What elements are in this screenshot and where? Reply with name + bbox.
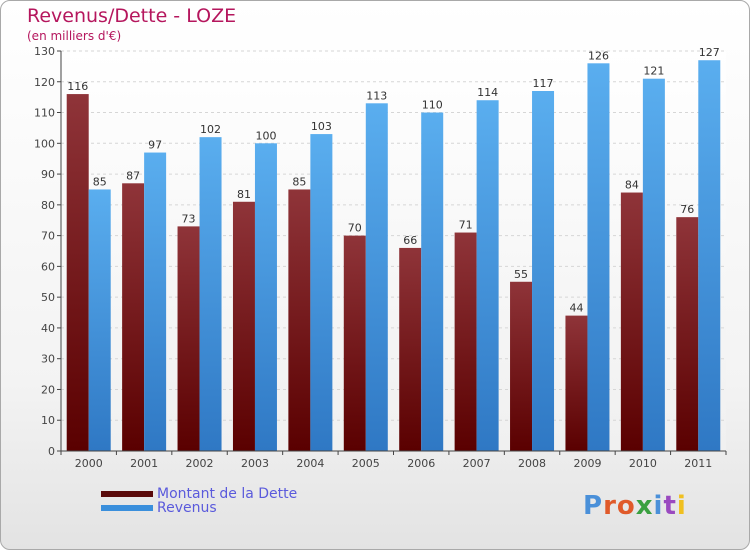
data-label: 110 xyxy=(422,99,443,112)
y-tick-label: 120 xyxy=(34,76,55,89)
data-label: 87 xyxy=(126,169,140,182)
data-label: 55 xyxy=(514,268,528,281)
x-tick-label: 2009 xyxy=(573,457,601,470)
x-tick-label: 2002 xyxy=(186,457,214,470)
data-label: 81 xyxy=(237,188,251,201)
data-label: 76 xyxy=(680,203,694,216)
x-tick-label: 2004 xyxy=(296,457,324,470)
x-tick-label: 2010 xyxy=(629,457,657,470)
logo-letter: r xyxy=(603,491,617,521)
y-tick-label: 10 xyxy=(41,414,55,427)
data-label: 70 xyxy=(348,222,362,235)
y-tick-label: 110 xyxy=(34,107,55,120)
bar-revenus xyxy=(199,137,222,451)
bar-revenus xyxy=(144,152,167,452)
bar-dette xyxy=(343,235,366,451)
legend-swatch-revenus xyxy=(101,505,153,511)
x-tick-label: 2001 xyxy=(130,457,158,470)
legend-item-revenus: Revenus xyxy=(101,501,297,515)
bar-dette xyxy=(288,189,311,451)
y-tick-label: 0 xyxy=(48,445,55,458)
x-tick-label: 2007 xyxy=(463,457,491,470)
logo-letter: i xyxy=(676,491,687,521)
data-label: 117 xyxy=(533,77,554,90)
x-tick-label: 2008 xyxy=(518,457,546,470)
data-label: 126 xyxy=(588,49,609,62)
bar-dette xyxy=(565,315,588,451)
x-tick-label: 2011 xyxy=(684,457,712,470)
logo-letter: o xyxy=(616,491,636,521)
data-label: 121 xyxy=(643,65,664,78)
y-tick-label: 60 xyxy=(41,260,55,273)
bar-dette xyxy=(122,183,145,452)
data-label: 73 xyxy=(182,212,196,225)
y-tick-label: 30 xyxy=(41,353,55,366)
bar-revenus xyxy=(476,100,499,451)
bar-revenus xyxy=(254,143,277,452)
bar-revenus xyxy=(532,91,555,451)
y-tick-label: 20 xyxy=(41,383,55,396)
data-label: 100 xyxy=(255,129,276,142)
y-tick-label: 70 xyxy=(41,230,55,243)
x-tick-label: 2006 xyxy=(407,457,435,470)
data-label: 103 xyxy=(311,120,332,133)
bar-revenus xyxy=(421,112,444,452)
y-tick-label: 40 xyxy=(41,322,55,335)
y-tick-label: 130 xyxy=(34,45,55,58)
chart-title: Revenus/Dette - LOZE xyxy=(27,5,237,27)
bar-revenus xyxy=(310,134,333,452)
data-label: 114 xyxy=(477,86,498,99)
bar-revenus xyxy=(365,103,388,452)
y-tick-label: 80 xyxy=(41,199,55,212)
chart-legend: Montant de la Dette Revenus xyxy=(101,487,297,515)
logo-letter: i xyxy=(653,491,664,521)
y-tick-label: 100 xyxy=(34,137,55,150)
bar-revenus xyxy=(88,189,111,451)
logo-letter: t xyxy=(663,491,677,521)
logo-letter: P xyxy=(583,491,604,521)
bar-dette xyxy=(66,94,89,452)
bar-revenus xyxy=(642,78,665,451)
data-label: 84 xyxy=(625,179,639,192)
logo-letter: x xyxy=(635,491,654,521)
x-tick-label: 2003 xyxy=(241,457,269,470)
legend-swatch-dette xyxy=(101,491,153,497)
legend-item-dette: Montant de la Dette xyxy=(101,487,297,501)
bar-dette xyxy=(676,217,699,451)
bar-revenus xyxy=(698,60,721,451)
bar-dette xyxy=(399,247,422,451)
plot-area xyxy=(61,51,726,451)
data-label: 71 xyxy=(459,219,473,232)
proxiti-logo: Proxiti xyxy=(583,491,687,521)
data-label: 113 xyxy=(366,89,387,102)
x-tick-label: 2000 xyxy=(75,457,103,470)
data-label: 97 xyxy=(148,139,162,152)
y-tick-label: 50 xyxy=(41,291,55,304)
data-label: 85 xyxy=(93,175,107,188)
legend-label-revenus: Revenus xyxy=(157,500,217,516)
data-label: 85 xyxy=(292,175,306,188)
bar-dette xyxy=(510,281,533,451)
bar-revenus xyxy=(587,63,610,452)
bar-dette xyxy=(232,201,255,451)
bar-dette xyxy=(454,232,477,451)
data-label: 102 xyxy=(200,123,221,136)
y-tick-label: 90 xyxy=(41,168,55,181)
bar-dette xyxy=(620,192,643,452)
x-tick-label: 2005 xyxy=(352,457,380,470)
legend-label-dette: Montant de la Dette xyxy=(157,486,298,502)
bar-dette xyxy=(177,226,200,451)
chart-subtitle: (en milliers d'€) xyxy=(27,29,122,43)
data-label: 127 xyxy=(699,46,720,59)
data-label: 66 xyxy=(403,234,417,247)
data-label: 116 xyxy=(67,80,88,93)
data-label: 44 xyxy=(569,302,583,315)
